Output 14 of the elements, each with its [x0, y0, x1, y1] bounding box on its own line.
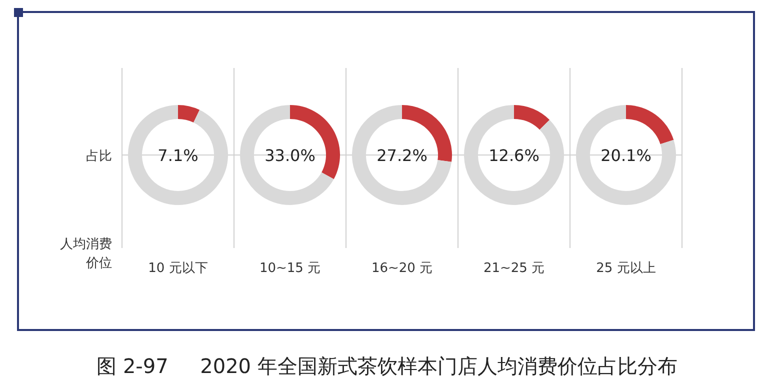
text: 21~25 元: [483, 261, 545, 276]
text: 25 元以上: [596, 261, 656, 276]
text: 16~20 元: [371, 261, 433, 276]
text: 10 元以下: [148, 261, 208, 276]
text: 人均消费: [60, 237, 112, 252]
text: 20.1%: [600, 146, 652, 165]
text: 7.1%: [158, 146, 198, 165]
text: 27.2%: [376, 146, 428, 165]
text: 图 2-97 2020 年全国新式茶饮样本门店人均消费价位占比分布: [96, 354, 678, 378]
text: 10~15 元: [259, 261, 321, 276]
text: 价位: [85, 256, 112, 271]
text: 占比: [86, 149, 112, 164]
text: 33.0%: [264, 146, 316, 165]
text: 12.6%: [488, 146, 540, 165]
